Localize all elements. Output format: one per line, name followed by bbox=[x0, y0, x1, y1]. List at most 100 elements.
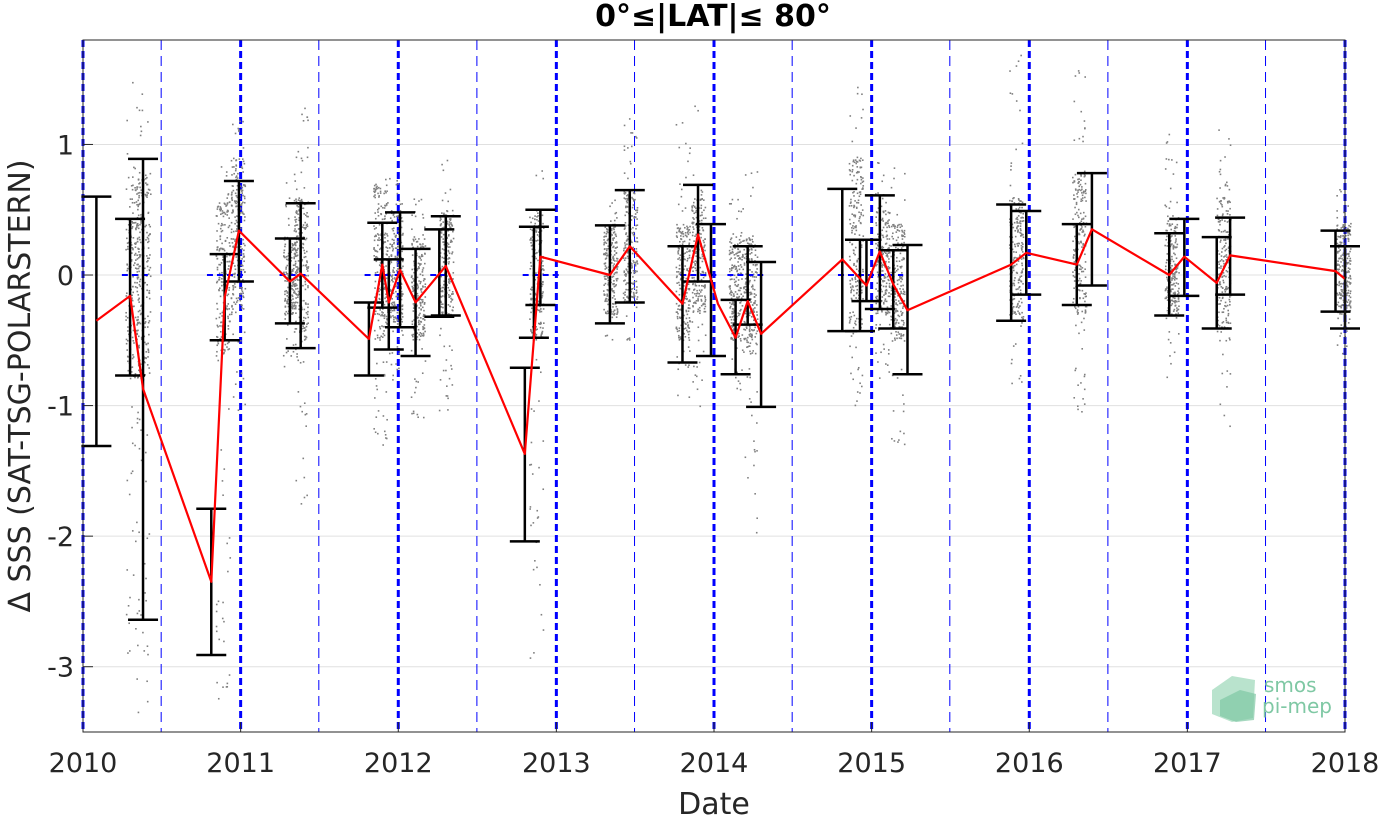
scatter-point bbox=[615, 278, 618, 280]
scatter-point bbox=[396, 192, 399, 195]
scatter-point bbox=[632, 246, 635, 249]
scatter-point bbox=[703, 286, 706, 289]
scatter-point bbox=[851, 213, 854, 216]
scatter-point bbox=[678, 257, 681, 259]
scatter-point bbox=[849, 286, 852, 289]
scatter-point bbox=[1078, 233, 1081, 236]
scatter-point bbox=[131, 530, 134, 532]
scatter-point bbox=[628, 337, 631, 339]
scatter-point bbox=[306, 116, 308, 118]
scatter-point bbox=[859, 166, 862, 169]
scatter-point bbox=[882, 174, 885, 177]
scatter-point bbox=[421, 274, 424, 277]
scatter-point bbox=[894, 267, 896, 270]
scatter-point bbox=[679, 254, 682, 257]
scatter-point bbox=[748, 333, 751, 336]
scatter-point bbox=[631, 296, 633, 298]
scatter-point bbox=[607, 303, 609, 306]
scatter-point bbox=[541, 295, 544, 297]
scatter-point bbox=[535, 230, 538, 232]
scatter-point bbox=[305, 237, 308, 240]
scatter-point bbox=[536, 517, 539, 519]
scatter-point bbox=[378, 239, 380, 242]
scatter-point bbox=[287, 286, 289, 289]
scatter-point bbox=[136, 322, 139, 324]
scatter-point bbox=[383, 234, 386, 236]
scatter-point bbox=[736, 217, 738, 220]
scatter-point bbox=[149, 233, 152, 235]
scatter-point bbox=[304, 221, 307, 224]
scatter-point bbox=[450, 223, 453, 226]
scatter-point bbox=[883, 348, 885, 350]
scatter-point bbox=[446, 237, 448, 240]
scatter-point bbox=[424, 286, 426, 288]
scatter-point bbox=[751, 275, 754, 278]
scatter-point bbox=[739, 382, 741, 385]
scatter-point bbox=[729, 278, 732, 281]
scatter-point bbox=[733, 310, 735, 312]
scatter-point bbox=[859, 392, 861, 394]
scatter-point bbox=[736, 270, 738, 273]
scatter-point bbox=[383, 325, 386, 328]
scatter-point bbox=[291, 306, 294, 309]
scatter-point bbox=[694, 293, 696, 295]
scatter-point bbox=[676, 271, 678, 273]
scatter-point bbox=[697, 310, 699, 313]
scatter-point bbox=[1016, 226, 1018, 229]
scatter-point bbox=[134, 286, 137, 288]
scatter-point bbox=[678, 264, 681, 267]
scatter-point bbox=[130, 259, 133, 261]
scatter-point bbox=[611, 234, 613, 236]
scatter-point bbox=[376, 362, 378, 365]
scatter-point bbox=[394, 304, 396, 307]
scatter-point bbox=[876, 312, 879, 315]
scatter-point bbox=[132, 354, 134, 356]
scatter-point bbox=[884, 223, 887, 226]
scatter-point bbox=[423, 319, 426, 321]
scatter-point bbox=[288, 224, 290, 226]
scatter-point bbox=[610, 289, 613, 291]
scatter-point bbox=[136, 271, 139, 273]
scatter-point bbox=[296, 266, 299, 268]
scatter-point bbox=[1072, 271, 1074, 273]
scatter-point bbox=[849, 279, 851, 282]
scatter-point bbox=[418, 319, 420, 322]
scatter-point bbox=[613, 228, 615, 231]
scatter-point bbox=[416, 332, 419, 335]
scatter-point bbox=[699, 199, 702, 201]
scatter-point bbox=[401, 304, 404, 307]
scatter-point bbox=[1083, 120, 1086, 122]
scatter-point bbox=[302, 284, 304, 287]
scatter-point bbox=[736, 243, 739, 246]
scatter-point bbox=[378, 298, 381, 301]
scatter-point bbox=[443, 226, 445, 229]
scatter-point bbox=[626, 205, 628, 208]
scatter-point bbox=[862, 214, 865, 217]
scatter-point bbox=[849, 223, 852, 225]
scatter-point bbox=[729, 302, 731, 304]
scatter-point bbox=[287, 296, 290, 299]
scatter-point bbox=[751, 333, 753, 336]
scatter-point bbox=[536, 566, 538, 569]
scatter-point bbox=[411, 228, 413, 231]
scatter-point bbox=[133, 166, 135, 169]
scatter-point bbox=[1174, 246, 1176, 248]
scatter-point bbox=[222, 352, 225, 355]
scatter-point bbox=[692, 228, 695, 230]
scatter-point bbox=[1170, 228, 1173, 231]
scatter-point bbox=[753, 301, 756, 304]
scatter-point bbox=[704, 249, 706, 252]
scatter-point bbox=[692, 231, 694, 234]
scatter-point bbox=[286, 280, 288, 282]
scatter-point bbox=[235, 205, 238, 207]
scatter-point bbox=[216, 280, 219, 283]
scatter-point bbox=[754, 271, 757, 273]
scatter-point bbox=[293, 230, 296, 232]
scatter-point bbox=[448, 224, 451, 227]
scatter-point bbox=[540, 310, 543, 313]
scatter-point bbox=[451, 209, 454, 212]
scatter-point bbox=[306, 270, 309, 272]
scatter-point bbox=[751, 271, 753, 273]
scatter-point bbox=[442, 306, 444, 309]
scatter-point bbox=[1176, 226, 1178, 229]
